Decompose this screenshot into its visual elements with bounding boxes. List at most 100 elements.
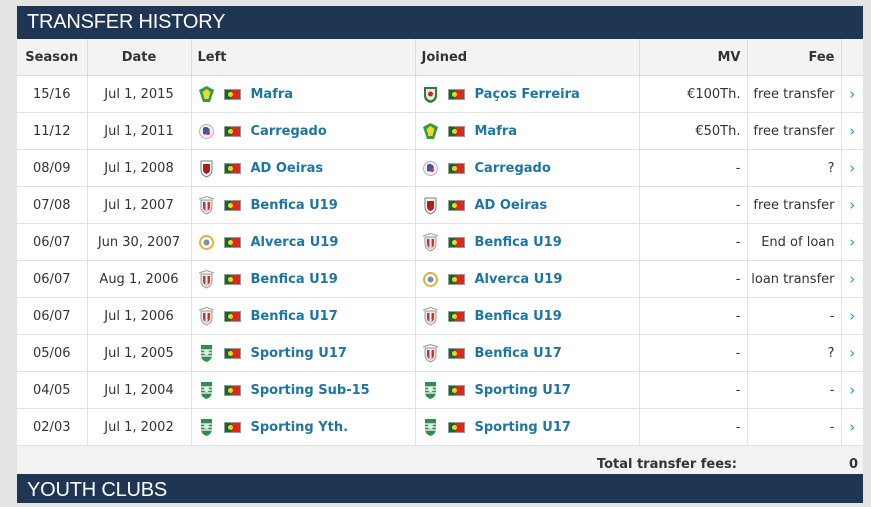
- season-cell: 15/16: [17, 75, 88, 113]
- season-cell: 06/07: [17, 260, 88, 298]
- chevron-right-icon[interactable]: ›: [841, 334, 863, 372]
- alverca-crest-icon[interactable]: [422, 270, 439, 289]
- portugal-flag-icon: [447, 347, 465, 359]
- chevron-right-icon[interactable]: ›: [841, 112, 863, 150]
- table-row[interactable]: 06/07 Jun 30, 2007 Alverca U19 Benfica U…: [17, 223, 863, 261]
- fee-cell: -: [747, 371, 842, 409]
- left-club-link[interactable]: Carregado: [250, 123, 327, 139]
- carregado-crest-icon[interactable]: [422, 159, 439, 178]
- sporting-crest-icon[interactable]: [198, 418, 215, 437]
- portugal-flag-icon: [447, 273, 465, 285]
- sporting-crest-icon[interactable]: [198, 381, 215, 400]
- table-row[interactable]: 08/09 Jul 1, 2008 AD Oeiras Carregado - …: [17, 149, 863, 187]
- left-club-cell: Sporting U17: [191, 334, 416, 372]
- left-club-link[interactable]: Benfica U19: [250, 197, 338, 213]
- mafra-crest-icon[interactable]: [198, 85, 215, 104]
- portugal-flag-icon: [223, 421, 241, 433]
- date-cell: Jun 30, 2007: [87, 223, 192, 261]
- season-cell: 06/07: [17, 223, 88, 261]
- chevron-right-icon[interactable]: ›: [841, 260, 863, 298]
- pacos-crest-icon[interactable]: [422, 85, 439, 104]
- joined-club-link[interactable]: Mafra: [474, 123, 518, 139]
- chevron-right-icon[interactable]: ›: [841, 408, 863, 446]
- left-club-link[interactable]: Sporting U17: [250, 345, 347, 361]
- transfer-table: Season Date Left Joined MV Fee 15/16 Jul…: [17, 39, 863, 482]
- table-row[interactable]: 11/12 Jul 1, 2011 Carregado Mafra €50Th.…: [17, 112, 863, 150]
- col-season: Season: [17, 39, 88, 76]
- portugal-flag-icon: [223, 310, 241, 322]
- oeiras-crest-icon[interactable]: [198, 159, 215, 178]
- benfica-crest-icon[interactable]: [422, 232, 439, 252]
- joined-club-link[interactable]: Benfica U17: [474, 345, 562, 361]
- portugal-flag-icon: [223, 273, 241, 285]
- chevron-right-icon[interactable]: ›: [841, 297, 863, 335]
- date-cell: Jul 1, 2005: [87, 334, 192, 372]
- joined-club-link[interactable]: Benfica U19: [474, 308, 562, 324]
- benfica-crest-icon[interactable]: [422, 343, 439, 363]
- left-club-link[interactable]: Benfica U19: [250, 271, 338, 287]
- table-row[interactable]: 07/08 Jul 1, 2007 Benfica U19 AD Oeiras …: [17, 186, 863, 224]
- alverca-crest-icon[interactable]: [198, 233, 215, 252]
- joined-club-link[interactable]: Alverca U19: [474, 271, 563, 287]
- joined-club-cell: Benfica U17: [415, 334, 640, 372]
- date-cell: Jul 1, 2008: [87, 149, 192, 187]
- joined-club-cell: Alverca U19: [415, 260, 640, 298]
- table-row[interactable]: 15/16 Jul 1, 2015 Mafra Paços Ferreira €…: [17, 75, 863, 113]
- col-joined: Joined: [415, 39, 640, 76]
- left-club-link[interactable]: Alverca U19: [250, 234, 339, 250]
- left-club-link[interactable]: Sporting Sub-15: [250, 382, 370, 398]
- fee-cell: free transfer: [747, 75, 842, 113]
- portugal-flag-icon: [447, 125, 465, 137]
- fee-cell: End of loan: [747, 223, 842, 261]
- table-row[interactable]: 06/07 Aug 1, 2006 Benfica U19 Alverca U1…: [17, 260, 863, 298]
- joined-club-link[interactable]: Sporting U17: [474, 382, 571, 398]
- table-row[interactable]: 06/07 Jul 1, 2006 Benfica U17 Benfica U1…: [17, 297, 863, 335]
- fee-cell: -: [747, 408, 842, 446]
- portugal-flag-icon: [223, 162, 241, 174]
- portugal-flag-icon: [223, 236, 241, 248]
- joined-club-link[interactable]: Paços Ferreira: [474, 86, 580, 102]
- col-fee: Fee: [747, 39, 842, 76]
- joined-club-link[interactable]: Benfica U19: [474, 234, 562, 250]
- left-club-link[interactable]: Mafra: [250, 86, 294, 102]
- benfica-crest-icon[interactable]: [198, 306, 215, 326]
- joined-club-link[interactable]: Sporting U17: [474, 419, 571, 435]
- date-cell: Jul 1, 2002: [87, 408, 192, 446]
- portugal-flag-icon: [447, 421, 465, 433]
- portugal-flag-icon: [447, 199, 465, 211]
- chevron-right-icon[interactable]: ›: [841, 371, 863, 409]
- chevron-right-icon[interactable]: ›: [841, 223, 863, 261]
- benfica-crest-icon[interactable]: [198, 195, 215, 215]
- table-row[interactable]: 02/03 Jul 1, 2002 Sporting Yth. Sporting…: [17, 408, 863, 446]
- portugal-flag-icon: [223, 384, 241, 396]
- table-row[interactable]: 04/05 Jul 1, 2004 Sporting Sub-15 Sporti…: [17, 371, 863, 409]
- chevron-right-icon[interactable]: ›: [841, 186, 863, 224]
- left-club-cell: Sporting Sub-15: [191, 371, 416, 409]
- left-club-link[interactable]: AD Oeiras: [250, 160, 324, 176]
- col-date: Date: [87, 39, 192, 76]
- left-club-link[interactable]: Benfica U17: [250, 308, 338, 324]
- sporting-crest-icon[interactable]: [198, 344, 215, 363]
- sporting-crest-icon[interactable]: [422, 381, 439, 400]
- joined-club-link[interactable]: Carregado: [474, 160, 551, 176]
- sporting-crest-icon[interactable]: [422, 418, 439, 437]
- chevron-right-icon[interactable]: ›: [841, 149, 863, 187]
- oeiras-crest-icon[interactable]: [422, 196, 439, 215]
- col-mv: MV: [639, 39, 748, 76]
- benfica-crest-icon[interactable]: [198, 269, 215, 289]
- fee-cell: ?: [747, 334, 842, 372]
- mafra-crest-icon[interactable]: [422, 122, 439, 141]
- joined-club-cell: Carregado: [415, 149, 640, 187]
- joined-club-cell: Mafra: [415, 112, 640, 150]
- mv-cell: €100Th.: [639, 75, 748, 113]
- joined-club-cell: Sporting U17: [415, 408, 640, 446]
- left-club-link[interactable]: Sporting Yth.: [250, 419, 349, 435]
- carregado-crest-icon[interactable]: [198, 122, 215, 141]
- benfica-crest-icon[interactable]: [422, 306, 439, 326]
- mv-cell: -: [639, 260, 748, 298]
- table-row[interactable]: 05/06 Jul 1, 2005 Sporting U17 Benfica U…: [17, 334, 863, 372]
- chevron-right-icon[interactable]: ›: [841, 75, 863, 113]
- left-club-cell: Benfica U19: [191, 186, 416, 224]
- portugal-flag-icon: [223, 88, 241, 100]
- joined-club-link[interactable]: AD Oeiras: [474, 197, 548, 213]
